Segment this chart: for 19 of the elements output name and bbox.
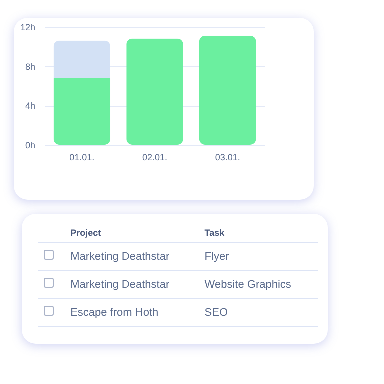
y-tick-label: 0h bbox=[25, 140, 36, 150]
y-tick-label: 8h bbox=[25, 62, 36, 72]
text: Flyer bbox=[198, 242, 318, 270]
text: Escape from Hoth bbox=[64, 298, 199, 326]
bar bbox=[199, 36, 256, 145]
x-tick-label: 03.01. bbox=[215, 152, 240, 162]
text: Marketing Deathstar bbox=[64, 270, 199, 298]
y-tick-label: 12h bbox=[20, 22, 36, 32]
text: SEO bbox=[198, 298, 318, 326]
text: Marketing Deathstar bbox=[64, 242, 199, 270]
text: Website Graphics bbox=[198, 270, 318, 298]
bar bbox=[126, 38, 184, 145]
x-tick-label: 01.01. bbox=[70, 152, 95, 162]
category-label: Task bbox=[198, 224, 318, 242]
bar bbox=[54, 40, 111, 78]
bar bbox=[54, 78, 111, 145]
y-tick-label: 4h bbox=[25, 101, 36, 112]
category-label: Project bbox=[64, 224, 199, 242]
x-tick-label: 02.01. bbox=[142, 152, 168, 162]
